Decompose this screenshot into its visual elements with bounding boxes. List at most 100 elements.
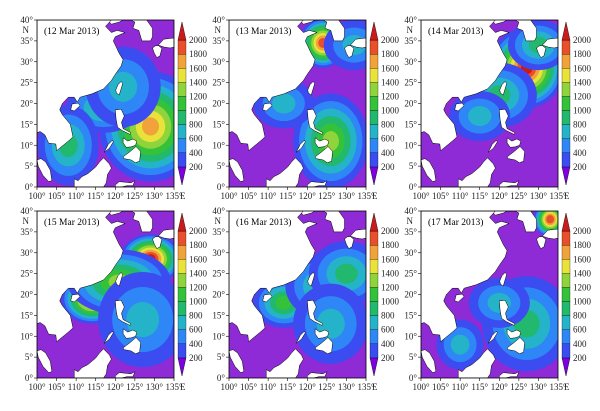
colorbar-band bbox=[369, 39, 379, 55]
colorbar-band bbox=[369, 259, 379, 274]
lat-tick-label: 20° bbox=[212, 99, 225, 109]
lon-tick-label: 115° bbox=[279, 191, 296, 201]
lat-tick-label: 25° bbox=[20, 269, 33, 279]
lat-tick-label: 20° bbox=[404, 290, 417, 300]
lon-tick-label: 125° bbox=[510, 382, 528, 392]
colorbar-band bbox=[369, 124, 379, 139]
lon-tick-label: 130° bbox=[338, 382, 356, 392]
land-mass bbox=[115, 180, 136, 187]
lon-tick-label: 105° bbox=[432, 191, 450, 201]
colorbar-band bbox=[561, 301, 571, 316]
land-mass bbox=[349, 37, 366, 49]
colorbar-tick-label: 1400 bbox=[189, 268, 208, 278]
colorbar-band bbox=[177, 259, 187, 274]
lat-tick-label: 10° bbox=[404, 331, 417, 341]
land-mass bbox=[314, 146, 333, 164]
land-mass bbox=[115, 81, 123, 96]
lon-tick-label: 100° bbox=[220, 191, 238, 201]
map-panel: (15 Mar 2013) 0° 5° 10° 15° 20° 25° 30° 35° 40°N 1… bbox=[20, 206, 207, 392]
colorbar-band bbox=[369, 110, 379, 125]
land-mass bbox=[421, 211, 537, 233]
colorbar-tick-label: 800 bbox=[573, 311, 587, 321]
colorbar-tick-label: 1200 bbox=[189, 91, 208, 101]
land-mass bbox=[307, 371, 328, 378]
date-label: (14 Mar 2013) bbox=[428, 26, 483, 37]
colorbar-band bbox=[561, 82, 571, 97]
colorbar-tick-label: 1200 bbox=[573, 91, 592, 101]
lat-tick-label: 5° bbox=[25, 352, 34, 362]
land-mass bbox=[229, 211, 345, 233]
lon-tick-label: 120° bbox=[299, 382, 317, 392]
lon-tick-label: 130° bbox=[146, 382, 164, 392]
colorbar-band bbox=[177, 329, 187, 344]
lon-tick-label: 135° bbox=[357, 382, 375, 392]
lon-tick-label: 105° bbox=[432, 382, 450, 392]
colorbar-tick-label: 2000 bbox=[573, 35, 592, 45]
colorbar-band bbox=[561, 329, 571, 344]
colorbar-band bbox=[561, 315, 571, 330]
lat-tick-label: 25° bbox=[404, 269, 417, 279]
colorbar-tick-label: 600 bbox=[381, 325, 395, 335]
lat-tick-label: 30° bbox=[20, 248, 33, 258]
colorbar-band bbox=[369, 301, 379, 316]
land-mass bbox=[506, 337, 525, 355]
lon-tick-label: 115° bbox=[471, 191, 488, 201]
colorbar-tick-label: 2000 bbox=[189, 226, 208, 236]
colorbar-tick-label: 200 bbox=[381, 162, 395, 172]
contour-band bbox=[272, 93, 296, 114]
colorbar-band bbox=[177, 39, 187, 55]
lon-tick-label: 135° bbox=[549, 382, 567, 392]
lon-tick-label: 130° bbox=[530, 382, 548, 392]
colorbar-band bbox=[177, 343, 187, 359]
colorbar-tick-label: 1600 bbox=[189, 254, 208, 264]
colorbar-tick-label: 1800 bbox=[573, 240, 592, 250]
lon-tick-label: 130° bbox=[146, 191, 164, 201]
colorbar-tick-label: 1600 bbox=[573, 63, 592, 73]
colorbar-tick-label: 1400 bbox=[189, 77, 208, 87]
colorbar-tick-label: 1800 bbox=[189, 49, 208, 59]
colorbar-tick-label: 600 bbox=[189, 134, 203, 144]
date-label: (16 Mar 2013) bbox=[236, 217, 291, 228]
contour-band bbox=[546, 215, 555, 224]
lon-tick-label: 120° bbox=[491, 382, 509, 392]
colorbar-tick-label: 2000 bbox=[381, 35, 400, 45]
land-mass bbox=[421, 20, 537, 42]
lat-tick-label: 30° bbox=[20, 57, 33, 67]
colorbar-band bbox=[369, 166, 379, 186]
date-label-box bbox=[41, 215, 103, 228]
land-mass bbox=[157, 37, 174, 49]
contour-band bbox=[126, 302, 160, 338]
colorbar-band bbox=[177, 68, 187, 83]
date-label-box bbox=[233, 215, 295, 228]
land-mass bbox=[307, 300, 324, 326]
colorbar-tick-label: 1600 bbox=[573, 254, 592, 264]
contour-band bbox=[275, 295, 292, 310]
map-panel: (17 Mar 2013) 0° 5° 10° 15° 20° 25° 30° 35° 40°N 1… bbox=[404, 206, 592, 392]
colorbar-tick-label: 1800 bbox=[381, 240, 400, 250]
lon-tick-label: 130° bbox=[530, 191, 548, 201]
colorbar-band bbox=[177, 287, 187, 302]
land-mass bbox=[104, 139, 114, 153]
lon-tick-label: 135° bbox=[549, 191, 567, 201]
lon-tick-label: 100° bbox=[28, 382, 46, 392]
colorbar-band bbox=[177, 315, 187, 330]
lon-tick-label: 100° bbox=[412, 382, 430, 392]
lat-unit-label: N bbox=[215, 216, 222, 226]
colorbar-tick-label: 200 bbox=[573, 162, 587, 172]
lon-tick-label: 125° bbox=[318, 382, 336, 392]
contour-band bbox=[450, 334, 470, 355]
lon-tick-label: 110° bbox=[452, 191, 469, 201]
colorbar-band bbox=[177, 96, 187, 111]
lon-tick-label: 105° bbox=[240, 382, 258, 392]
date-label: (13 Mar 2013) bbox=[236, 26, 291, 37]
colorbar-tick-label: 200 bbox=[573, 353, 587, 363]
lon-tick-label: 110° bbox=[452, 382, 469, 392]
colorbar-tick-label: 800 bbox=[381, 311, 395, 321]
colorbar-band bbox=[177, 138, 187, 153]
colorbar: 200 400 600 800 1000 1200 1400 1600 1800 2000 bbox=[561, 21, 592, 186]
lat-tick-label: 40° bbox=[212, 206, 225, 216]
lon-tick-label: 100° bbox=[28, 191, 46, 201]
lat-tick-label: 20° bbox=[20, 99, 33, 109]
colorbar-band bbox=[561, 110, 571, 125]
